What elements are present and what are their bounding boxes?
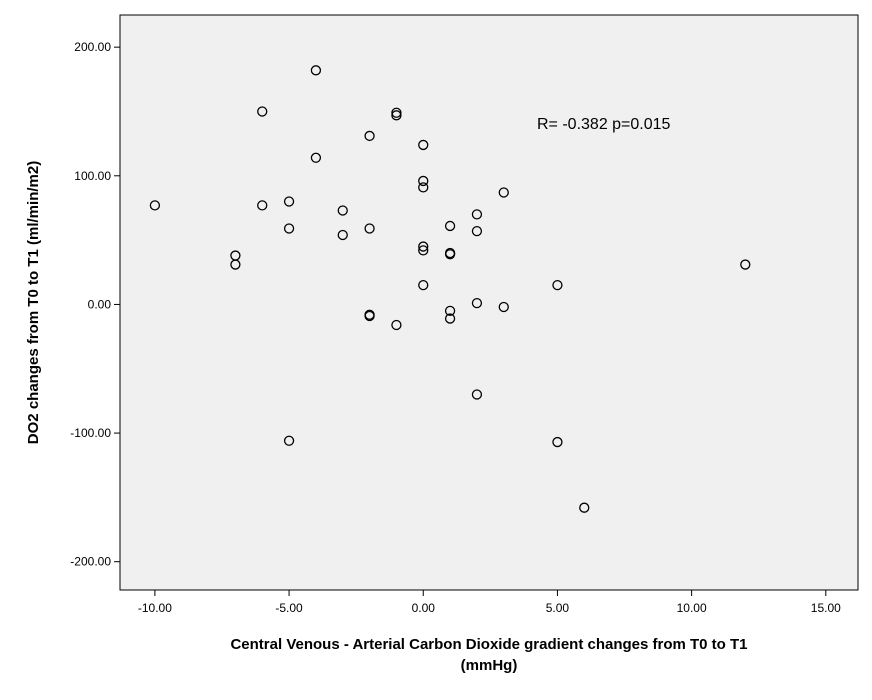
data-point — [579, 502, 590, 513]
data-point — [471, 225, 483, 237]
data-point — [283, 196, 295, 207]
data-point — [310, 65, 322, 76]
data-point — [310, 152, 322, 163]
x-tick-label: 10.00 — [677, 601, 707, 615]
data-point — [364, 223, 375, 234]
data-point — [283, 435, 295, 446]
data-point — [391, 107, 402, 118]
x-tick-label: 5.00 — [546, 601, 570, 615]
data-point — [552, 436, 563, 448]
x-tick-label: -10.00 — [138, 601, 172, 615]
x-tick-label: 15.00 — [811, 601, 841, 615]
y-tick-label: 100.00 — [74, 169, 111, 183]
data-point — [257, 106, 268, 117]
data-point — [230, 259, 241, 270]
y-axis-title: DO2 changes from T0 to T1 (ml/min/m2) — [25, 161, 42, 444]
plot-area — [119, 14, 859, 591]
data-point — [552, 279, 563, 291]
data-point — [418, 139, 429, 151]
data-point — [471, 297, 483, 309]
data-point — [418, 241, 429, 252]
data-point — [444, 249, 456, 260]
x-tick-label: -5.00 — [275, 601, 303, 615]
data-point — [337, 205, 348, 216]
data-point — [471, 389, 483, 400]
data-point — [471, 209, 483, 220]
y-tick-label: 200.00 — [74, 40, 111, 54]
data-point — [498, 187, 509, 198]
data-point — [444, 313, 456, 324]
x-axis: -10.00 -5.00 0.00 5.00 10.00 15.00 — [138, 590, 841, 615]
data-point — [391, 319, 402, 331]
y-tick-label: -100.00 — [70, 426, 111, 440]
data-point — [418, 245, 429, 256]
x-tick-label: 0.00 — [412, 601, 436, 615]
data-point — [418, 175, 429, 187]
y-tick-label: 0.00 — [88, 297, 112, 311]
data-point — [444, 220, 456, 232]
x-axis-title-line-2: (mmHg) — [461, 657, 518, 674]
data-point — [364, 130, 375, 142]
correlation-annotation: R= -0.382 p=0.015 — [537, 116, 671, 133]
data-points — [149, 65, 751, 513]
data-point — [418, 279, 429, 291]
data-point — [740, 259, 751, 270]
data-point — [364, 310, 375, 322]
x-axis-title-line-1: Central Venous - Arterial Carbon Dioxide… — [230, 636, 747, 653]
data-point — [444, 305, 456, 317]
y-axis: -200.00 -100.00 0.00 100.00 200.00 — [70, 40, 120, 569]
y-tick-label: -200.00 — [70, 555, 111, 569]
data-point — [391, 110, 402, 121]
data-point — [283, 223, 295, 234]
data-point — [149, 200, 161, 211]
data-point — [257, 200, 268, 211]
data-point — [498, 301, 509, 313]
data-point — [337, 229, 348, 241]
data-point — [418, 182, 429, 193]
